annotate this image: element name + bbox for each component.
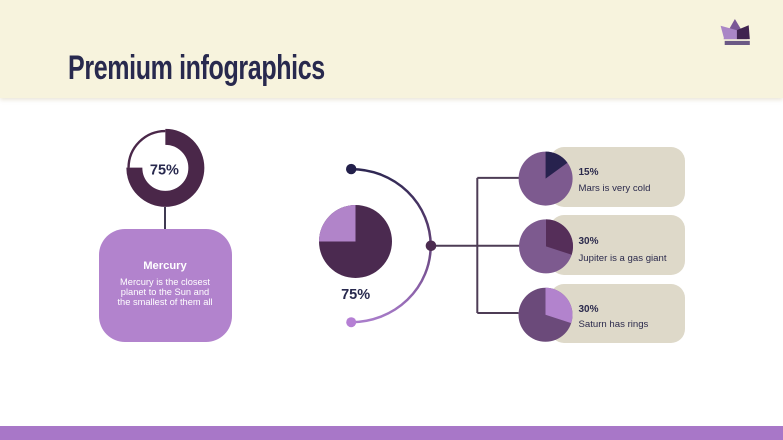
svg-text:75%: 75% (150, 163, 179, 179)
svg-text:75%: 75% (341, 287, 370, 303)
